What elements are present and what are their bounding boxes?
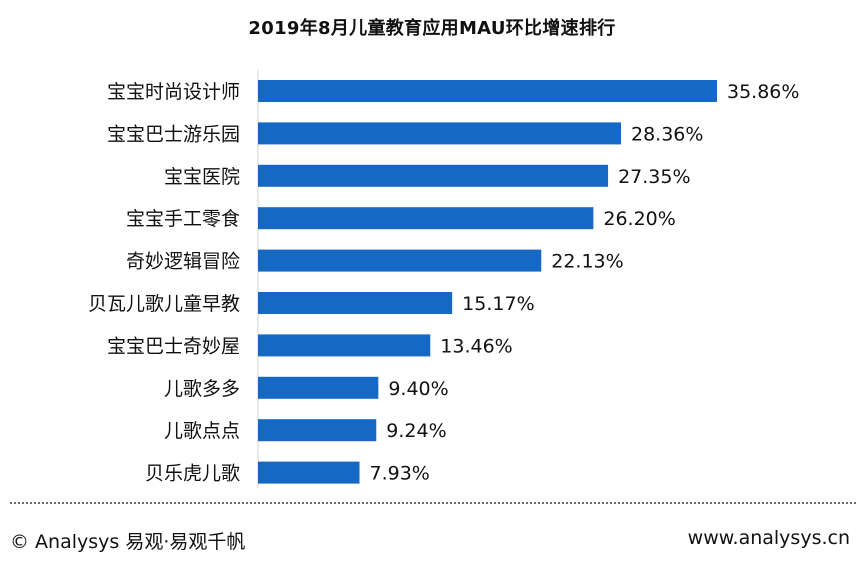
category-label: 儿歌点点 (164, 420, 240, 442)
category-label: 宝宝巴士奇妙屋 (107, 335, 240, 357)
bar-5 (258, 249, 542, 272)
category-label: 宝宝医院 (164, 166, 240, 188)
category-label: 宝宝手工零食 (126, 208, 240, 230)
value-label: 22.13% (551, 251, 623, 273)
website-link[interactable]: www.analysys.cn (687, 527, 850, 549)
bar-4 (258, 207, 594, 230)
value-label: 9.24% (386, 420, 446, 442)
chart-title: 2019年8月儿童教育应用MAU环比增速排行 (248, 18, 616, 39)
category-label: 贝瓦儿歌儿童早教 (88, 293, 240, 315)
bar-8 (258, 376, 379, 399)
bar-chart: 宝宝时尚设计师 35.86% 宝宝巴士游乐园 28.36% 宝宝医院 27.35% 宝宝手工… (88, 70, 799, 488)
value-label: 35.86% (727, 81, 799, 103)
value-label: 28.36% (631, 123, 703, 145)
footer-divider (10, 502, 856, 504)
category-label: 宝宝巴士游乐园 (107, 123, 240, 145)
bar-1 (258, 80, 718, 102)
value-label: 7.93% (370, 463, 430, 485)
bar-7 (258, 334, 431, 357)
bar-9 (258, 419, 377, 442)
category-label: 宝宝时尚设计师 (107, 81, 240, 103)
value-label: 27.35% (618, 166, 690, 188)
bar-2 (258, 122, 622, 145)
category-label: 贝乐虎儿歌 (145, 463, 240, 485)
value-label: 15.17% (462, 293, 534, 315)
value-label: 13.46% (440, 335, 512, 357)
copyright-text: © Analysys 易观·易观千帆 (10, 531, 246, 553)
bar-10 (258, 461, 360, 484)
category-label: 奇妙逻辑冒险 (126, 251, 240, 273)
value-label: 26.20% (603, 208, 675, 230)
bar-6 (258, 292, 453, 314)
bar-3 (258, 164, 609, 187)
value-label: 9.40% (388, 378, 448, 400)
category-label: 儿歌多多 (164, 378, 240, 400)
